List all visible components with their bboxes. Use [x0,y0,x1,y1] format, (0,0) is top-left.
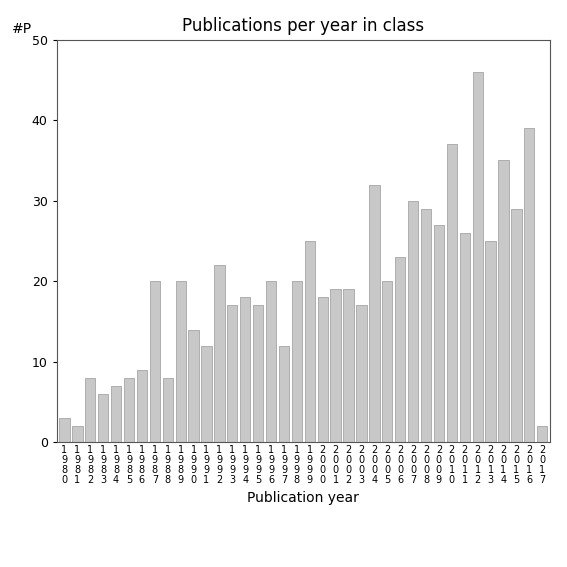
Bar [447,145,457,442]
Bar [472,72,483,442]
Bar [253,306,263,442]
Bar [318,297,328,442]
Bar [292,281,302,442]
Bar [176,281,186,442]
Bar [124,378,134,442]
Bar [201,346,211,442]
Bar [72,426,83,442]
Bar [150,281,160,442]
Bar [408,201,418,442]
Bar [356,306,367,442]
Bar [240,297,251,442]
Bar [524,128,535,442]
Bar [485,241,496,442]
Bar [511,209,522,442]
Bar [60,418,70,442]
Bar [98,394,108,442]
Text: #P: #P [12,22,32,36]
Bar [266,281,276,442]
Bar [434,225,444,442]
Bar [188,329,199,442]
Bar [382,281,392,442]
Bar [395,257,405,442]
Bar [137,370,147,442]
Bar [331,289,341,442]
Bar [344,289,354,442]
Bar [537,426,547,442]
Bar [227,306,238,442]
Bar [85,378,95,442]
Bar [214,265,225,442]
Bar [304,241,315,442]
Bar [460,233,470,442]
Bar [369,185,379,442]
Bar [421,209,431,442]
X-axis label: Publication year: Publication year [247,490,359,505]
Bar [498,160,509,442]
Title: Publications per year in class: Publications per year in class [182,18,425,35]
Bar [111,386,121,442]
Bar [279,346,289,442]
Bar [163,378,173,442]
